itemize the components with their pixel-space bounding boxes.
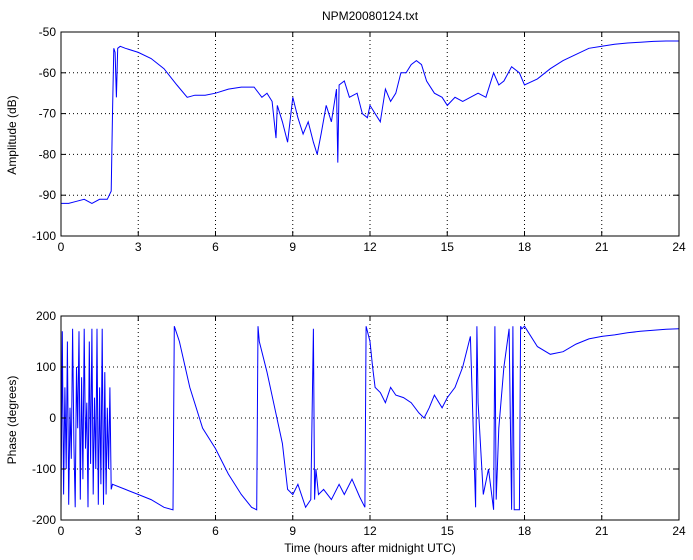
amplitude-x-tick-label: 21 (595, 240, 609, 254)
amplitude-y-axis-label: Amplitude (dB) (5, 95, 19, 174)
phase-series-line (60, 325, 680, 511)
amplitude-y-tick-label: -90 (39, 188, 57, 202)
amplitude-x-tick-label: 18 (518, 240, 532, 254)
phase-x-tick-label: 6 (212, 524, 219, 538)
phase-x-tick-label: 9 (289, 524, 296, 538)
phase-y-axis-label: Phase (degrees) (5, 376, 19, 465)
amplitude-y-tick-label: -100 (32, 229, 56, 243)
amplitude-series-line (61, 40, 679, 204)
phase-x-tick-label: 15 (441, 524, 455, 538)
phase-y-tick-label: -200 (32, 513, 56, 527)
phase-x-tick-label: 21 (595, 524, 609, 538)
amplitude-y-tick-label: -70 (39, 107, 57, 121)
phase-panel: 0 3 6 9 12 15 18 21 24 -200 -100 0 100 200 (32, 309, 686, 538)
phase-y-tick-label: 0 (49, 411, 56, 425)
amplitude-x-tick-label: 12 (363, 240, 377, 254)
phase-x-tick-label: 3 (135, 524, 142, 538)
phase-x-tick-label: 12 (363, 524, 377, 538)
phase-y-tick-label: -100 (32, 462, 56, 476)
amplitude-x-tick-label: 3 (135, 240, 142, 254)
phase-x-tick-label: 0 (58, 524, 65, 538)
amplitude-y-tick-label: -80 (39, 147, 57, 161)
amplitude-x-tick-label: 6 (212, 240, 219, 254)
phase-y-tick-label: 100 (36, 360, 56, 374)
phase-y-tick-label: 200 (36, 309, 56, 323)
amplitude-y-tick-label: -60 (39, 66, 57, 80)
amplitude-axes-frame (60, 31, 680, 237)
amplitude-x-tick-label: 0 (58, 240, 65, 254)
amplitude-x-tick-label: 15 (441, 240, 455, 254)
amplitude-x-tick-label: 9 (289, 240, 296, 254)
amplitude-panel: 0 3 6 9 12 15 18 21 24 -100 -90 -80 -70 -60 -50 (32, 25, 686, 254)
chart-title: NPM20080124.txt (322, 9, 419, 23)
x-axis-label: Time (hours after midnight UTC) (284, 541, 456, 555)
amplitude-y-tick-label: -50 (39, 25, 57, 39)
amplitude-x-tick-label: 24 (672, 240, 686, 254)
phase-x-tick-label: 18 (518, 524, 532, 538)
phase-x-tick-label: 24 (672, 524, 686, 538)
